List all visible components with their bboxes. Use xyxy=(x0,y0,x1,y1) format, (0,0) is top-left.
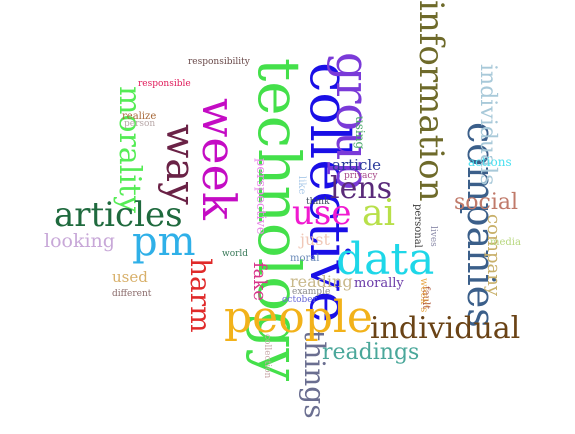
word-just: just xyxy=(300,230,330,249)
word-think: think xyxy=(306,197,330,207)
word-information: information xyxy=(411,0,451,202)
word-company: company xyxy=(483,214,504,297)
word-used: used xyxy=(112,268,148,286)
word-social: social xyxy=(454,190,519,215)
word-world: world xyxy=(222,249,249,259)
word-readings: readings xyxy=(322,340,420,365)
word-individual: individual xyxy=(370,311,521,346)
word-person: person xyxy=(124,119,156,129)
word-article: article xyxy=(332,156,382,174)
word-use: use xyxy=(292,193,352,233)
word-articles: articles xyxy=(54,195,183,235)
word-data: data xyxy=(336,234,435,285)
word-example: example xyxy=(292,287,331,297)
word-responsibility: responsibility xyxy=(188,57,250,67)
word-media: media xyxy=(490,237,521,248)
word-perspective: perspective xyxy=(253,158,268,235)
word-responsible: responsible xyxy=(138,79,191,89)
word-different: different xyxy=(112,289,152,299)
word-way: way xyxy=(157,124,203,205)
word-like: like xyxy=(296,176,307,195)
word-harm: harm xyxy=(184,258,217,333)
word-reading: reading xyxy=(290,272,353,291)
word-october: october xyxy=(282,295,317,305)
word-realize: realize xyxy=(122,111,157,122)
word-ai: ai xyxy=(362,193,395,234)
word-lens: lens xyxy=(330,171,393,206)
word-people: people xyxy=(224,292,373,343)
word-privacy: privacy xyxy=(344,171,378,181)
word-using: using xyxy=(353,116,367,150)
word-pm: pm xyxy=(132,219,196,265)
word-morality: morality xyxy=(112,86,147,213)
word-morally: morally xyxy=(354,276,404,291)
word-looking: looking xyxy=(44,230,115,252)
word-moral: moral xyxy=(290,253,320,264)
word-actions: actions xyxy=(468,155,512,169)
